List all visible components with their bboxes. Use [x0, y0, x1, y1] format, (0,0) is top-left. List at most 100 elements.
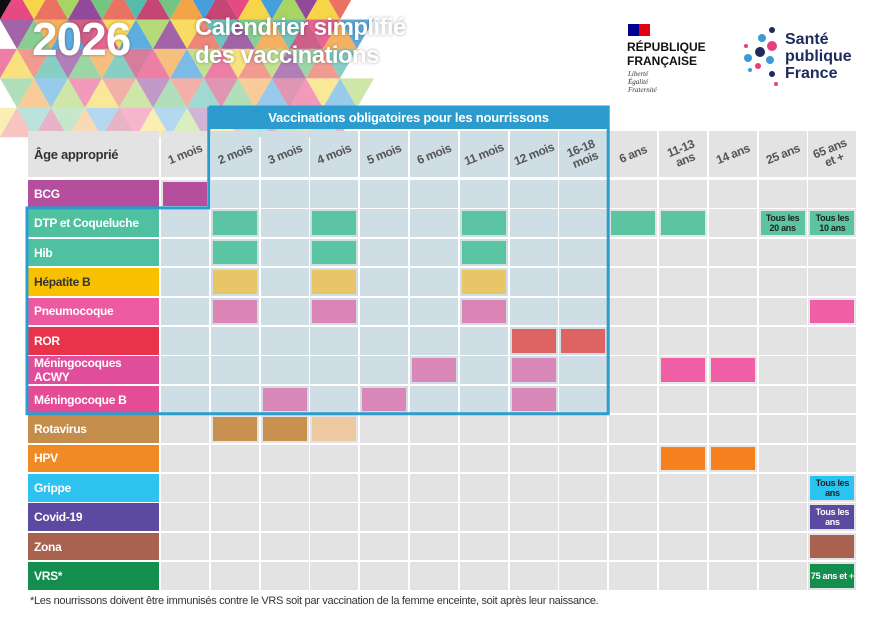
- cell: [609, 327, 658, 355]
- cell: [459, 474, 508, 502]
- row-label: Pneumocoque: [28, 297, 159, 326]
- mosaic-tile: [238, 0, 272, 20]
- cell: [758, 327, 807, 355]
- cell: [360, 474, 409, 502]
- cell: [360, 238, 409, 267]
- cell: [559, 209, 608, 237]
- spf-text: publique: [785, 48, 852, 65]
- row-label: VRS*: [28, 562, 159, 590]
- dose: [212, 211, 257, 235]
- banner: Vaccinations obligatoires pour les nourr…: [208, 107, 609, 129]
- dose: [810, 299, 855, 324]
- cell: [758, 503, 807, 531]
- spf-text: France: [785, 65, 838, 82]
- dose: 75 ans et +: [810, 564, 855, 588]
- mosaic-tile: [272, 48, 306, 79]
- mosaic-tile: [153, 19, 187, 49]
- mosaic-tile: [119, 48, 153, 79]
- cell: [758, 474, 807, 502]
- cell: [210, 503, 259, 531]
- cell: [161, 415, 209, 443]
- cell: [161, 503, 209, 531]
- row-label: Grippe: [28, 474, 159, 502]
- mosaic-tile: [192, 0, 216, 20]
- dose: [312, 240, 357, 265]
- mosaic-tile: [328, 0, 352, 20]
- cell: [310, 180, 359, 208]
- cell: [808, 268, 857, 296]
- logo-dot: [774, 82, 778, 86]
- cell: [410, 209, 458, 237]
- cell: [559, 562, 608, 590]
- cell: [360, 503, 409, 531]
- dose: [262, 417, 307, 441]
- cell: [161, 268, 209, 296]
- cell: [659, 415, 707, 443]
- cell: [509, 268, 558, 296]
- mosaic-tile: [323, 78, 357, 108]
- cell: [659, 297, 707, 326]
- mosaic-tile: [272, 78, 306, 108]
- cell: [410, 327, 458, 355]
- mosaic-tile: [85, 19, 119, 49]
- cell: [410, 415, 458, 443]
- cell: [559, 444, 608, 473]
- cell: [459, 327, 508, 355]
- cell: [410, 474, 458, 502]
- mosaic-tile: [51, 19, 85, 49]
- cell: [659, 238, 707, 267]
- mosaic-tile: [289, 78, 323, 108]
- cell: [459, 356, 508, 384]
- cell: [161, 297, 209, 326]
- dose: [611, 211, 656, 235]
- cell: [410, 385, 458, 414]
- cell: [659, 474, 707, 502]
- mosaic-tile: [204, 0, 238, 20]
- cell: [708, 385, 757, 414]
- cell: [758, 415, 807, 443]
- dose: [710, 446, 755, 471]
- cell: [758, 385, 807, 414]
- logo-dot: [766, 56, 774, 64]
- mosaic-tile: [0, 19, 34, 49]
- mosaic-tile: [17, 19, 51, 49]
- cell: [310, 327, 359, 355]
- mosaic-tile: [22, 0, 46, 20]
- mosaic-tile: [306, 19, 340, 49]
- dose: [212, 299, 257, 324]
- year: 2026: [32, 13, 131, 65]
- mosaic-tile: [34, 19, 68, 49]
- cell: [708, 474, 757, 502]
- cell: [659, 268, 707, 296]
- cell: [808, 327, 857, 355]
- logo-dot: [744, 44, 748, 48]
- cell: [161, 562, 209, 590]
- cell: [808, 385, 857, 414]
- age-header: Âge approprié: [34, 146, 119, 162]
- dose: [212, 240, 257, 265]
- cell: [161, 238, 209, 267]
- cell: [708, 268, 757, 296]
- cell: [310, 444, 359, 473]
- mosaic-tile: [51, 48, 85, 79]
- mosaic-tile: [306, 0, 340, 20]
- dose: [461, 270, 506, 294]
- cell: [161, 444, 209, 473]
- mosaic-tile: [204, 78, 238, 108]
- row-label: Rotavirus: [28, 415, 159, 443]
- cell: [410, 180, 458, 208]
- cell: [659, 562, 707, 590]
- cell: [310, 474, 359, 502]
- header-cell: [708, 131, 757, 177]
- logo-dot: [769, 27, 775, 33]
- dose: [212, 417, 257, 441]
- cell: [708, 209, 757, 237]
- dose: [461, 211, 506, 235]
- cell: [559, 238, 608, 267]
- footnote: *Les nourrissons doivent être immunisés …: [30, 595, 599, 607]
- mosaic-tile: [294, 0, 318, 20]
- mosaic-tile: [323, 19, 357, 49]
- cell: [559, 415, 608, 443]
- cell: [310, 503, 359, 531]
